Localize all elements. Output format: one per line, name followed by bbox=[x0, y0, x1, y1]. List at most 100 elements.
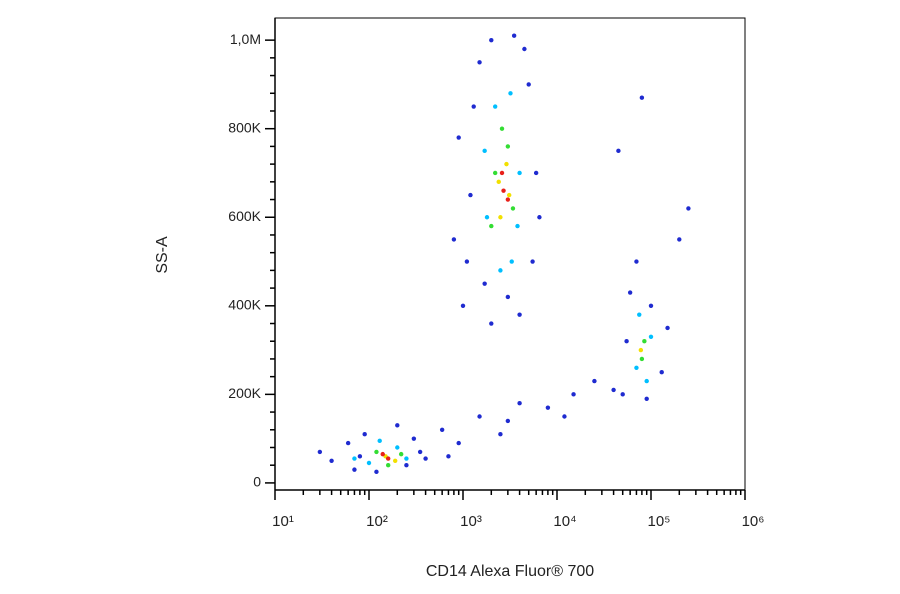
point bbox=[385, 463, 391, 468]
point bbox=[642, 339, 647, 344]
point bbox=[404, 456, 409, 461]
point bbox=[537, 215, 542, 220]
point bbox=[468, 192, 473, 198]
point bbox=[499, 126, 505, 131]
point bbox=[505, 144, 511, 149]
point bbox=[530, 259, 535, 264]
plot-frame bbox=[274, 17, 746, 491]
point bbox=[439, 427, 445, 432]
point bbox=[639, 95, 645, 100]
point bbox=[395, 445, 400, 450]
point bbox=[446, 454, 451, 459]
point bbox=[456, 440, 461, 446]
point bbox=[496, 179, 501, 185]
point bbox=[498, 268, 503, 273]
point bbox=[517, 170, 522, 176]
point bbox=[665, 325, 670, 331]
y-tick-label: 800K bbox=[228, 119, 261, 135]
point bbox=[451, 237, 457, 242]
point bbox=[498, 215, 503, 220]
point bbox=[509, 259, 514, 264]
y-tick-label: 1,0M bbox=[230, 31, 261, 47]
point bbox=[501, 188, 506, 193]
point bbox=[374, 469, 379, 475]
point bbox=[634, 259, 639, 264]
point bbox=[477, 60, 482, 65]
point bbox=[489, 321, 494, 326]
point bbox=[505, 197, 511, 202]
point bbox=[677, 237, 682, 242]
point bbox=[484, 215, 490, 220]
point bbox=[511, 33, 517, 38]
point bbox=[638, 347, 644, 353]
point bbox=[482, 148, 487, 154]
point bbox=[423, 456, 428, 461]
point bbox=[508, 91, 513, 96]
point bbox=[526, 82, 531, 87]
point bbox=[644, 396, 649, 401]
point bbox=[393, 458, 398, 463]
point bbox=[627, 290, 633, 295]
point bbox=[357, 454, 363, 459]
point bbox=[506, 192, 512, 198]
point bbox=[644, 378, 649, 384]
x-tick-label: 10³ bbox=[460, 513, 482, 530]
y-tick-label: 400K bbox=[228, 297, 261, 313]
point bbox=[624, 339, 629, 344]
point bbox=[492, 104, 498, 109]
point bbox=[417, 449, 423, 455]
point bbox=[482, 281, 487, 286]
point bbox=[499, 170, 505, 176]
point bbox=[592, 378, 597, 384]
x-tick-label: 10² bbox=[366, 513, 388, 530]
x-tick-label: 10⁴ bbox=[553, 513, 576, 530]
point bbox=[489, 223, 494, 229]
point bbox=[659, 370, 664, 375]
point bbox=[380, 451, 385, 457]
y-tick-label: 600K bbox=[228, 208, 261, 224]
point bbox=[398, 451, 404, 457]
point bbox=[562, 414, 567, 419]
point bbox=[648, 334, 654, 339]
point bbox=[637, 312, 642, 317]
point bbox=[504, 161, 509, 167]
point bbox=[366, 460, 372, 466]
point bbox=[317, 449, 323, 455]
point bbox=[620, 392, 625, 397]
point bbox=[634, 365, 639, 370]
point bbox=[517, 401, 522, 406]
point bbox=[571, 392, 576, 397]
point bbox=[471, 104, 476, 109]
point bbox=[616, 148, 621, 154]
point bbox=[374, 449, 379, 455]
point bbox=[533, 170, 539, 176]
x-tick-label: 10⁶ bbox=[742, 513, 765, 530]
point bbox=[648, 303, 654, 309]
point bbox=[464, 259, 470, 264]
point bbox=[385, 456, 391, 461]
point bbox=[611, 387, 616, 393]
x-tick-label: 10¹ bbox=[272, 513, 294, 530]
y-axis-label: SS-A bbox=[154, 236, 171, 274]
x-axis-label: CD14 Alexa Fluor® 700 bbox=[426, 563, 594, 580]
point bbox=[460, 303, 466, 309]
point bbox=[498, 432, 503, 437]
point bbox=[411, 436, 417, 441]
point bbox=[352, 467, 357, 472]
point bbox=[362, 432, 367, 437]
point bbox=[545, 405, 551, 410]
point bbox=[477, 414, 482, 419]
point bbox=[515, 223, 520, 229]
point bbox=[505, 294, 511, 300]
point bbox=[505, 418, 511, 424]
point bbox=[492, 170, 498, 176]
point bbox=[510, 206, 516, 211]
y-tick-label: 200K bbox=[228, 385, 261, 401]
point bbox=[395, 423, 400, 428]
point bbox=[639, 356, 645, 362]
point bbox=[686, 206, 691, 211]
y-tick-label: 0 bbox=[253, 474, 261, 490]
point bbox=[517, 312, 522, 317]
point bbox=[522, 46, 527, 52]
